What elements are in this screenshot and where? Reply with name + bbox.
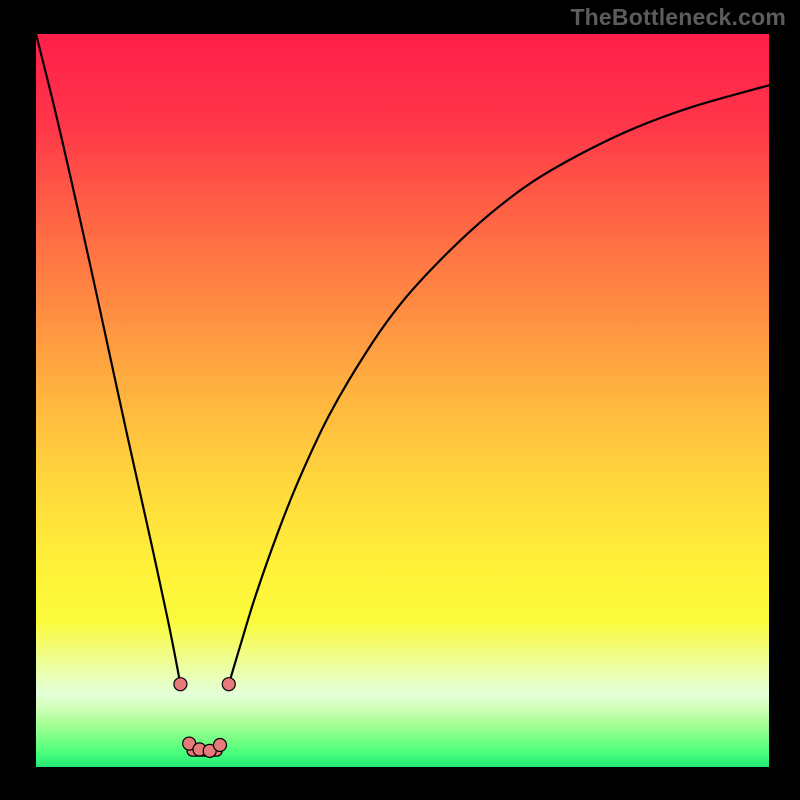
- watermark-text: TheBottleneck.com: [570, 4, 786, 31]
- chart-svg: [36, 34, 769, 767]
- plot-area: [36, 34, 769, 767]
- chart-container: TheBottleneck.com: [0, 0, 800, 800]
